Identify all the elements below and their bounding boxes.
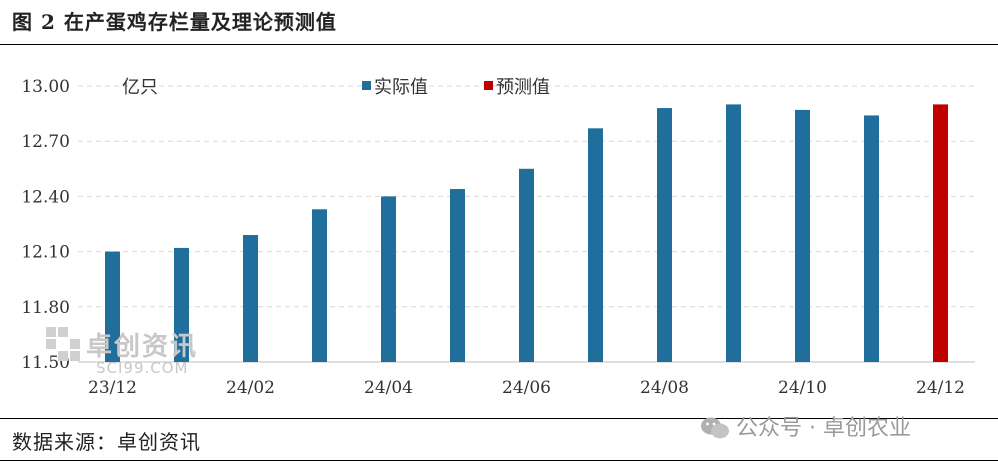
bar [312,209,327,362]
bar [795,109,810,362]
watermark: 卓创资讯 SCI99.COM [46,326,198,377]
x-tick-label: 23/12 [88,378,137,398]
title-rule [0,44,998,45]
bar [174,247,189,362]
y-tick-label: 11.50 [21,353,70,373]
x-tick-label: 24/04 [364,378,413,398]
y-tick-label: 13.00 [21,77,70,97]
x-tick-label: 24/12 [916,378,965,398]
x-tick-label: 24/10 [778,378,827,398]
x-tick-label: 24/02 [226,378,275,398]
watermark-en: SCI99.COM [96,359,189,377]
bar [450,189,465,362]
bar [933,104,948,363]
y-tick-label: 12.40 [21,187,70,207]
bar [105,251,120,362]
x-tick-label: 24/08 [640,378,689,398]
legend-swatch [484,81,493,90]
wechat-label: 公众号 · 卓创农业 [736,416,911,441]
data-source: 数据来源：卓创资讯 [12,430,201,454]
legend-label: 预测值 [496,77,550,98]
bar [381,196,396,362]
bar [726,104,741,363]
y-tick-label: 12.70 [21,132,70,152]
legend-swatch [362,81,371,90]
bar-chart: 11.50 11.80 12.10 12.40 12.70 13.00 23/12 24/02… [21,77,975,398]
bar [657,108,672,362]
wechat-watermark: 公众号 · 卓创农业 [700,410,911,442]
y-unit-label: 亿只 [122,77,158,98]
bar [519,168,534,362]
y-tick-label: 12.10 [21,243,70,263]
chart-title: 图 2 在产蛋鸡存栏量及理论预测值 [12,10,337,34]
source-rule [0,418,998,419]
bar [243,235,258,362]
watermark-logo-icon [46,327,80,361]
watermark-cn: 卓创资讯 [86,332,199,362]
wechat-icon [701,417,729,439]
bar [864,115,879,362]
legend-label: 实际值 [374,77,428,98]
y-tick-label: 11.80 [21,298,70,318]
bar [588,128,603,362]
bottom-rule [0,460,998,461]
x-tick-label: 24/06 [502,378,551,398]
